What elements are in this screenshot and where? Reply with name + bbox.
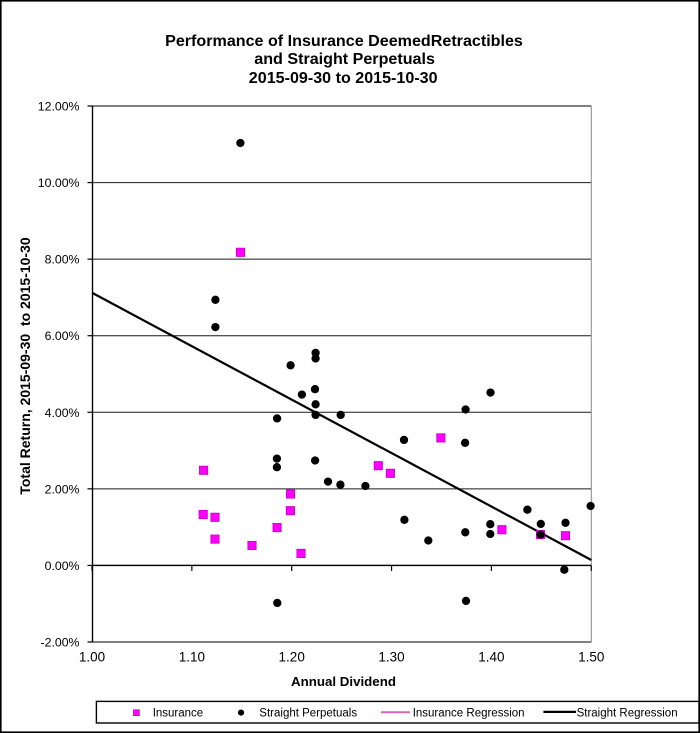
svg-text:2015-09-30 to 2015-10-30: 2015-09-30 to 2015-10-30 [249,69,438,87]
svg-text:Performance of Insurance Deeme: Performance of Insurance DeemedRetractib… [165,32,523,50]
svg-text:and Straight Perpetuals: and Straight Perpetuals [254,50,435,68]
svg-text:1.20: 1.20 [279,650,305,665]
svg-text:0.00%: 0.00% [45,559,80,573]
svg-text:Annual Dividend: Annual Dividend [291,674,396,689]
svg-text:Straight Regression: Straight Regression [577,708,678,720]
svg-text:Straight Perpetuals: Straight Perpetuals [259,708,357,720]
svg-text:1.30: 1.30 [378,650,404,665]
svg-text:8.00%: 8.00% [45,253,80,267]
svg-text:Insurance: Insurance [153,708,204,720]
svg-text:6.00%: 6.00% [45,329,80,343]
svg-text:1.10: 1.10 [179,650,205,665]
svg-text:Total Return, 2015-09-30 to 2: Total Return, 2015-09-30 to 2015-10-30 [17,237,33,495]
svg-text:1.00: 1.00 [79,650,105,665]
svg-text:-2.00%: -2.00% [41,635,80,649]
svg-text:1.40: 1.40 [478,650,504,665]
svg-text:2.00%: 2.00% [45,482,80,496]
svg-text:1.50: 1.50 [578,650,604,665]
svg-text:4.00%: 4.00% [45,406,80,420]
svg-text:10.00%: 10.00% [38,176,80,190]
svg-text:12.00%: 12.00% [38,100,80,114]
svg-text:Insurance Regression: Insurance Regression [413,708,525,720]
